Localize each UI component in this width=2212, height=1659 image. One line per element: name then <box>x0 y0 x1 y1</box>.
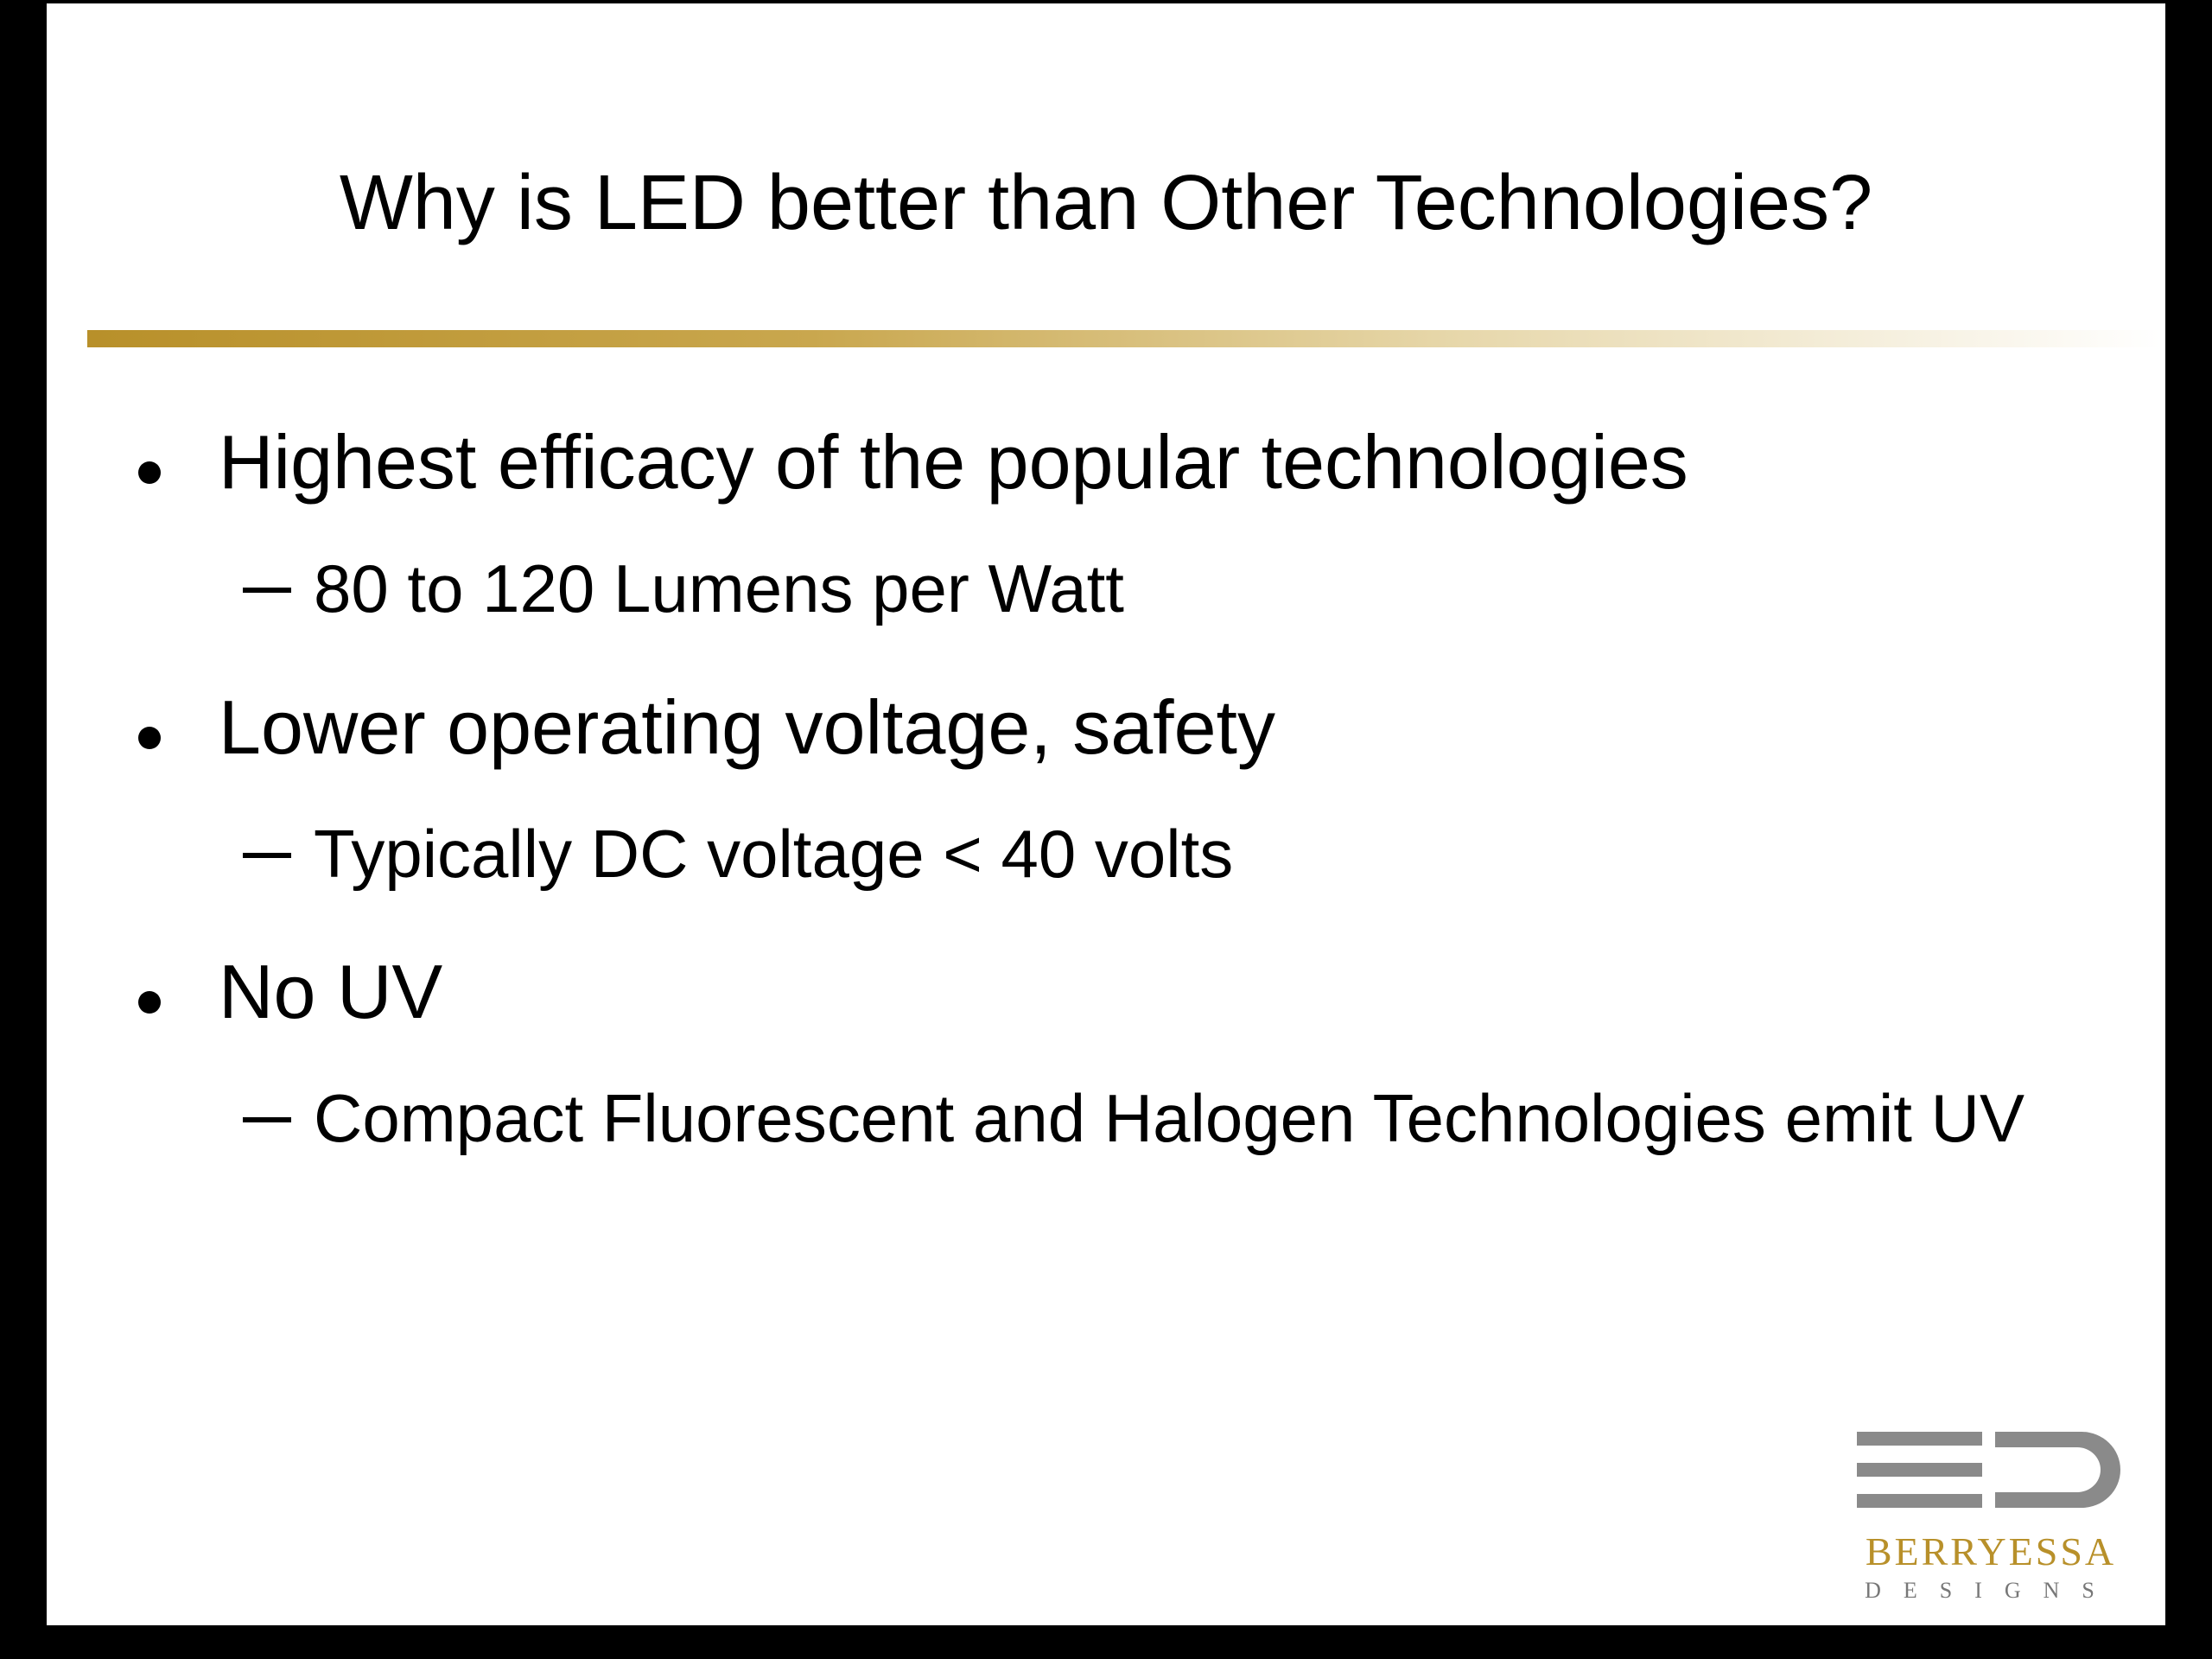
logo-d <box>1995 1432 2120 1508</box>
bullet-text: Highest efficacy of the popular technolo… <box>219 419 1688 505</box>
sub-text: Typically DC voltage < 40 volts <box>314 816 1234 892</box>
bullet-text: Lower operating voltage, safety <box>219 684 1275 770</box>
logo-stroke <box>1857 1432 1982 1446</box>
bullet-dot <box>138 461 161 484</box>
sub-dash <box>243 588 291 593</box>
logo-tagline: DESIGNS <box>1865 1578 2117 1603</box>
sub-text: Compact Fluorescent and Halogen Technolo… <box>314 1080 2024 1156</box>
sub-text: 80 to 120 Lumens per Watt <box>314 550 1124 626</box>
slide-title: Why is LED better than Other Technologie… <box>339 160 1873 246</box>
logo-mark <box>1857 1432 2120 1508</box>
bullet-text: No UV <box>219 949 443 1034</box>
sub-dash <box>243 1117 291 1122</box>
title-underline <box>87 330 2161 347</box>
bullet-dot <box>138 727 161 749</box>
logo-name: BERRYESSA <box>1865 1529 2117 1573</box>
bullet-dot <box>138 991 161 1014</box>
logo-stroke <box>1857 1494 1982 1508</box>
slide: Why is LED better than Other Technologie… <box>47 3 2165 1625</box>
sub-dash <box>243 853 291 858</box>
logo-stroke <box>1857 1463 1982 1477</box>
